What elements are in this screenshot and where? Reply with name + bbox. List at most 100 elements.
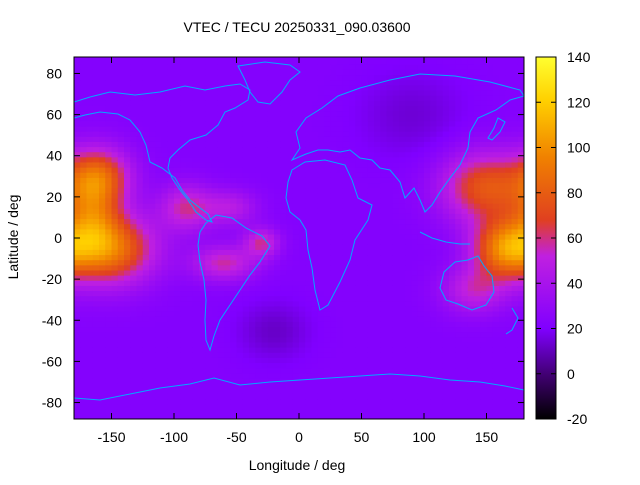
heat-cell <box>480 352 488 358</box>
heat-cell <box>436 305 444 312</box>
heat-cell <box>442 197 450 204</box>
heat-cell <box>392 413 400 419</box>
heat-cell <box>255 64 263 70</box>
heat-cell <box>486 331 494 338</box>
heat-cell <box>336 105 344 112</box>
heat-cell <box>199 177 206 184</box>
heat-cell <box>180 218 188 225</box>
heat-cell <box>261 295 269 302</box>
heat-cell <box>311 269 319 276</box>
heat-cell <box>261 408 269 415</box>
heat-cell <box>436 316 444 322</box>
heat-cell <box>336 64 344 70</box>
heat-cell <box>267 131 275 137</box>
heat-cell <box>499 223 506 230</box>
heat-cell <box>492 151 500 158</box>
heat-cell <box>480 177 488 184</box>
heat-cell <box>186 213 194 220</box>
heat-cell <box>267 213 275 220</box>
heat-cell <box>342 218 350 225</box>
heat-cell <box>492 295 500 302</box>
heat-cell <box>430 172 438 178</box>
heat-cell <box>355 347 363 353</box>
heat-cell <box>280 383 288 389</box>
heat-cell <box>261 105 269 112</box>
heat-cell <box>330 228 338 235</box>
heat-cell <box>236 64 244 70</box>
heat-cell <box>261 69 269 76</box>
heat-cell <box>442 321 450 328</box>
heat-cell <box>105 69 113 76</box>
heat-cell <box>467 377 475 384</box>
heat-cell <box>242 295 250 302</box>
heat-cell <box>380 388 388 394</box>
heat-cell <box>430 383 438 389</box>
heat-cell <box>305 311 313 317</box>
heat-cell <box>105 408 113 415</box>
heat-cell <box>211 172 219 178</box>
heat-cell <box>330 341 338 348</box>
heat-cell <box>361 239 369 245</box>
heat-cell <box>461 300 469 307</box>
heat-cell <box>155 110 163 117</box>
heat-cell <box>167 187 175 194</box>
heat-cell <box>386 141 394 148</box>
heat-cell <box>230 79 238 86</box>
heat-cell <box>436 177 444 184</box>
heat-cell <box>99 187 106 194</box>
heat-cell <box>111 264 119 271</box>
heat-cell <box>224 336 231 343</box>
heat-cell <box>180 95 188 101</box>
heat-cell <box>355 146 363 153</box>
heat-cell <box>305 172 313 178</box>
heat-cell <box>92 311 100 317</box>
heat-cell <box>355 413 363 419</box>
heat-cell <box>461 321 469 328</box>
heat-cell <box>361 156 369 163</box>
heat-cell <box>380 223 388 230</box>
heat-cell <box>267 300 275 307</box>
heat-cell <box>149 377 156 384</box>
heat-cell <box>180 64 188 70</box>
heat-cell <box>361 110 369 117</box>
heat-cell <box>242 316 250 322</box>
heat-cell <box>161 64 169 70</box>
heat-cell <box>142 182 150 189</box>
heat-cell <box>417 341 425 348</box>
heat-cell <box>342 285 350 292</box>
heat-cell <box>274 151 281 158</box>
heat-cell <box>399 59 406 65</box>
heat-cell <box>161 69 169 76</box>
heat-cell <box>380 336 388 343</box>
heat-cell <box>430 115 438 122</box>
heat-cell <box>380 275 388 281</box>
heat-cell <box>442 177 450 184</box>
heat-cell <box>155 244 163 250</box>
heat-cell <box>292 393 300 400</box>
heat-cell <box>99 110 106 117</box>
heat-cell <box>217 100 225 106</box>
heat-cell <box>92 403 100 410</box>
heat-cell <box>311 156 319 163</box>
heat-cell <box>286 125 294 132</box>
heat-cell <box>236 305 244 312</box>
heat-cell <box>267 326 275 333</box>
heat-cell <box>324 115 331 122</box>
heat-cell <box>105 74 113 81</box>
heat-cell <box>492 290 500 297</box>
heat-cell <box>74 228 81 235</box>
heat-cell <box>449 59 456 65</box>
heat-cell <box>336 249 344 256</box>
heat-cell <box>430 413 438 419</box>
heat-cell <box>299 408 306 415</box>
heat-cell <box>167 115 175 122</box>
heat-cell <box>211 233 219 240</box>
heat-cell <box>130 115 138 122</box>
heat-cell <box>167 290 175 297</box>
heat-cell <box>355 300 363 307</box>
heat-cell <box>449 69 456 76</box>
heat-cell <box>224 244 231 250</box>
heat-cell <box>392 249 400 256</box>
heat-cell <box>505 136 513 142</box>
heat-cell <box>411 269 419 276</box>
